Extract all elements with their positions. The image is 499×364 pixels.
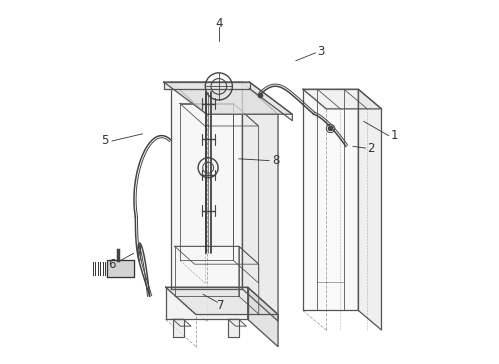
Polygon shape bbox=[303, 89, 358, 310]
Polygon shape bbox=[171, 82, 243, 289]
Polygon shape bbox=[358, 89, 382, 330]
Polygon shape bbox=[164, 82, 292, 114]
Polygon shape bbox=[228, 319, 239, 337]
Polygon shape bbox=[166, 287, 278, 314]
Polygon shape bbox=[303, 89, 382, 109]
Text: 4: 4 bbox=[216, 17, 223, 30]
Polygon shape bbox=[164, 82, 250, 88]
Polygon shape bbox=[166, 287, 248, 319]
Text: 8: 8 bbox=[272, 154, 280, 167]
Text: 1: 1 bbox=[390, 129, 398, 142]
Polygon shape bbox=[173, 319, 184, 337]
Text: 6: 6 bbox=[108, 258, 116, 270]
Polygon shape bbox=[171, 82, 278, 114]
Text: 7: 7 bbox=[217, 298, 225, 312]
Polygon shape bbox=[248, 287, 278, 347]
Polygon shape bbox=[243, 82, 278, 321]
Polygon shape bbox=[107, 261, 134, 277]
Text: 5: 5 bbox=[101, 134, 109, 147]
Text: 3: 3 bbox=[317, 45, 324, 58]
Text: 2: 2 bbox=[367, 142, 375, 155]
